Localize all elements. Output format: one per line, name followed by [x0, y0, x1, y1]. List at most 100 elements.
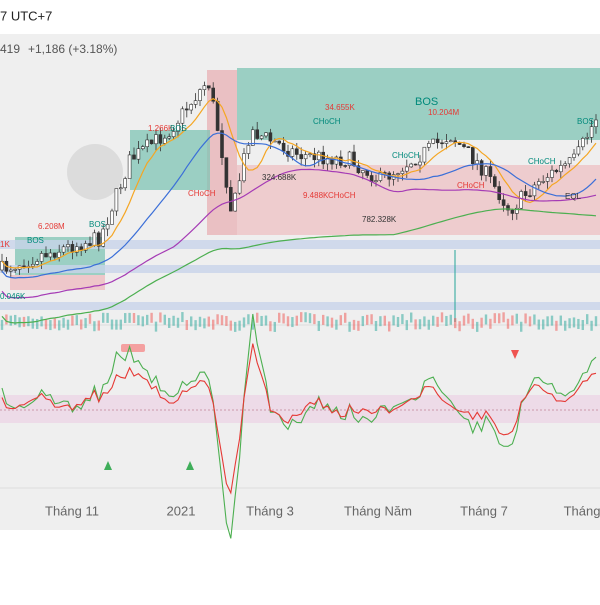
candle — [374, 180, 378, 182]
candle — [594, 119, 598, 127]
demand-zone — [237, 68, 600, 140]
volume — [524, 313, 527, 324]
volume — [198, 316, 202, 327]
candle — [92, 232, 97, 246]
candle — [75, 246, 79, 253]
annotation: CHoCH — [392, 151, 420, 160]
volume — [550, 315, 554, 326]
candle — [35, 261, 40, 265]
volume — [537, 319, 540, 330]
candle — [532, 184, 537, 197]
annotation: 0.046K — [0, 292, 26, 301]
volume — [27, 316, 30, 327]
volume — [476, 321, 479, 332]
x-axis-label: Tháng 11 — [45, 503, 99, 518]
candle — [400, 170, 405, 174]
volume — [339, 315, 342, 326]
volume — [242, 317, 246, 328]
candle — [523, 191, 528, 196]
volume — [124, 313, 127, 324]
candle — [514, 207, 519, 214]
candle — [479, 160, 484, 176]
candle — [462, 144, 466, 147]
volume — [366, 314, 369, 325]
candle — [308, 153, 312, 156]
x-axis-label: Tháng Năm — [344, 503, 412, 518]
volume — [44, 319, 48, 330]
candle — [207, 85, 211, 89]
volume — [84, 318, 87, 329]
volume — [14, 314, 17, 325]
candle — [193, 100, 198, 105]
volume — [119, 319, 122, 330]
volume — [506, 318, 510, 329]
volume — [282, 313, 285, 324]
annotation: 782.328K — [362, 215, 397, 224]
candle — [501, 199, 506, 206]
volume — [102, 312, 105, 323]
volume — [225, 315, 228, 326]
candle — [158, 134, 163, 144]
candle — [101, 228, 105, 247]
candle — [246, 145, 251, 154]
volume — [542, 319, 545, 330]
volume — [234, 321, 237, 332]
candle — [176, 122, 180, 132]
candle — [589, 126, 594, 138]
volume — [300, 312, 303, 323]
volume — [172, 315, 175, 326]
candle — [492, 176, 497, 187]
volume — [71, 315, 74, 326]
annotation: CHoCH — [313, 117, 341, 126]
candle — [127, 154, 132, 179]
candle — [528, 195, 532, 197]
oscillator — [1, 343, 597, 495]
candle — [171, 131, 176, 138]
volume — [251, 319, 254, 330]
volume — [273, 321, 276, 332]
candle — [580, 138, 585, 148]
volume — [440, 312, 444, 323]
volume — [128, 312, 131, 323]
band — [0, 265, 600, 273]
candle — [9, 269, 13, 272]
volume — [62, 317, 65, 328]
candle — [136, 148, 141, 160]
volume — [414, 319, 417, 330]
volume — [36, 319, 39, 330]
annotation: BOS — [577, 117, 594, 126]
price: 419 — [0, 42, 20, 56]
volume — [185, 320, 188, 331]
volume — [330, 317, 334, 328]
candle — [264, 132, 268, 137]
volume — [58, 320, 61, 331]
volume — [216, 314, 219, 325]
volume — [238, 320, 241, 331]
annotation: 1K — [0, 240, 10, 249]
volume — [137, 315, 140, 326]
volume — [586, 314, 589, 325]
candle — [303, 154, 308, 160]
candle — [229, 187, 233, 212]
candle — [242, 153, 246, 182]
candle — [426, 143, 431, 148]
volume — [5, 314, 8, 325]
volume — [247, 314, 250, 325]
volume — [93, 321, 96, 332]
candle — [475, 160, 480, 165]
volume — [405, 320, 408, 331]
annotation: 324.688K — [262, 173, 297, 182]
candle — [316, 151, 321, 161]
moving-average — [1, 208, 597, 324]
candle — [576, 146, 581, 155]
candle — [114, 188, 119, 212]
annotation: EQL — [565, 192, 582, 201]
volume — [31, 318, 34, 329]
volume — [493, 313, 496, 324]
candle — [132, 154, 136, 160]
volume — [432, 315, 435, 326]
candle — [233, 192, 237, 212]
volume — [480, 317, 483, 328]
